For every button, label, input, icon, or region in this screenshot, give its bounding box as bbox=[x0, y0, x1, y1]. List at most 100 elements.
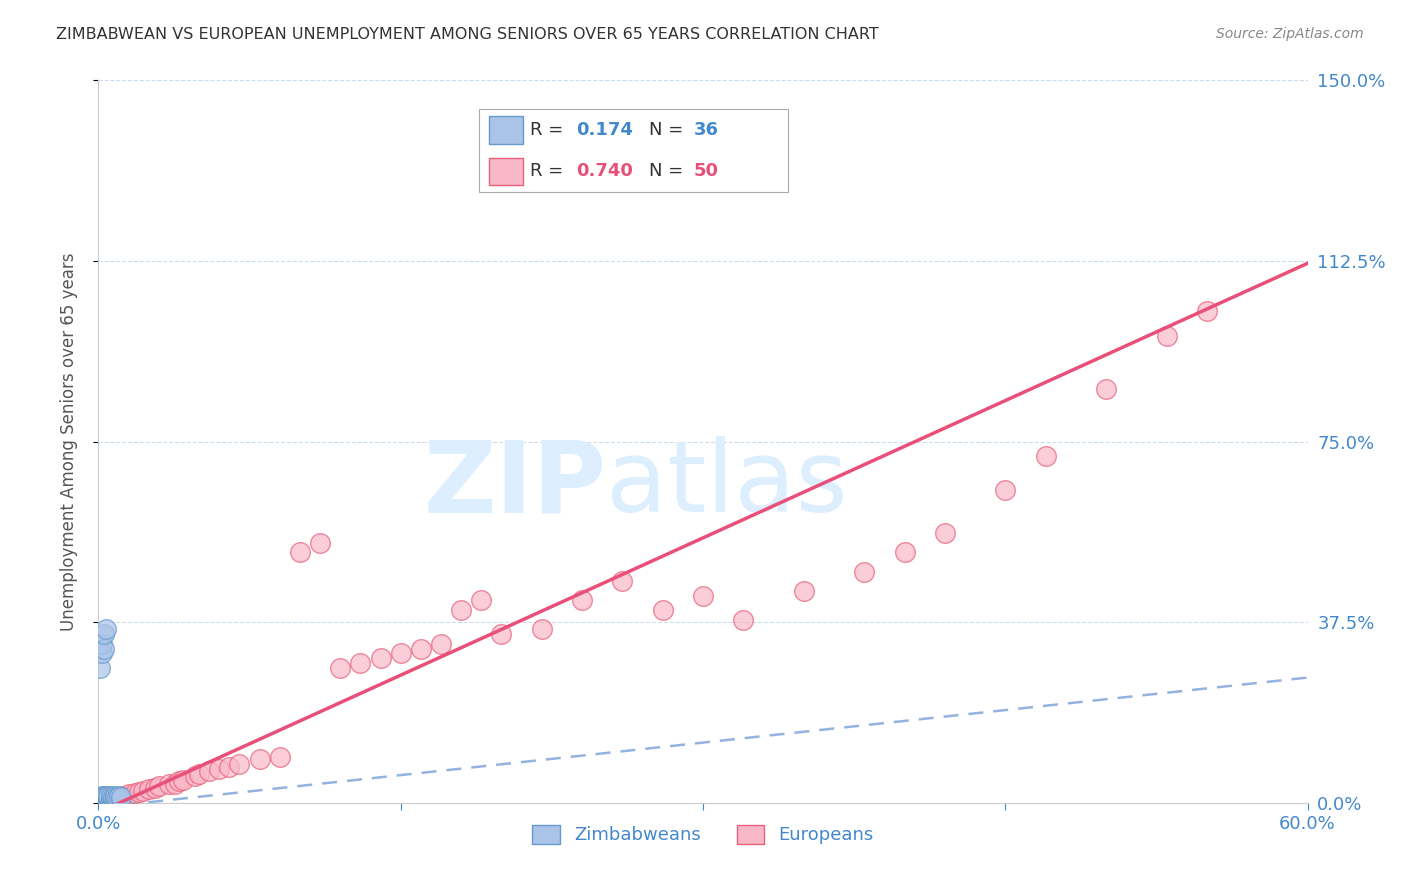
Point bbox=[530, 623, 553, 637]
Point bbox=[100, 789, 122, 803]
Text: Source: ZipAtlas.com: Source: ZipAtlas.com bbox=[1216, 27, 1364, 41]
Point bbox=[218, 760, 240, 774]
Point bbox=[571, 593, 593, 607]
Point bbox=[100, 793, 122, 807]
Point bbox=[450, 603, 472, 617]
FancyBboxPatch shape bbox=[479, 109, 787, 193]
Point bbox=[733, 613, 755, 627]
Point bbox=[470, 593, 492, 607]
Point bbox=[288, 545, 311, 559]
Point bbox=[91, 792, 114, 806]
Point bbox=[143, 781, 166, 796]
Point bbox=[118, 787, 141, 801]
Point bbox=[91, 637, 114, 651]
Point bbox=[148, 779, 170, 793]
Point bbox=[100, 791, 122, 805]
Point bbox=[409, 641, 432, 656]
Point bbox=[101, 790, 124, 805]
Text: R =: R = bbox=[530, 121, 569, 139]
Point bbox=[103, 791, 125, 805]
Text: R =: R = bbox=[530, 162, 569, 180]
Point bbox=[167, 774, 190, 789]
Point bbox=[89, 791, 111, 805]
Point bbox=[208, 762, 231, 776]
Point bbox=[93, 793, 115, 807]
Text: N =: N = bbox=[648, 121, 689, 139]
Point bbox=[430, 637, 453, 651]
Point bbox=[793, 583, 815, 598]
Point bbox=[96, 793, 118, 807]
Point bbox=[184, 769, 207, 783]
Point bbox=[97, 790, 120, 805]
Point bbox=[89, 792, 111, 806]
FancyBboxPatch shape bbox=[489, 117, 523, 144]
Point bbox=[103, 789, 125, 803]
Point bbox=[124, 786, 146, 800]
Point bbox=[370, 651, 392, 665]
Point bbox=[1095, 382, 1118, 396]
Point bbox=[93, 792, 115, 806]
Point bbox=[1195, 304, 1218, 318]
Point bbox=[157, 777, 180, 791]
Point bbox=[93, 791, 115, 805]
Text: atlas: atlas bbox=[606, 436, 848, 533]
Point bbox=[97, 792, 120, 806]
FancyBboxPatch shape bbox=[489, 158, 523, 185]
Point bbox=[309, 535, 332, 549]
Point bbox=[107, 790, 129, 805]
Point bbox=[96, 791, 118, 805]
Text: 50: 50 bbox=[693, 162, 718, 180]
Point bbox=[103, 791, 125, 805]
Point bbox=[96, 792, 118, 806]
Point bbox=[893, 545, 915, 559]
Text: ZIP: ZIP bbox=[423, 436, 606, 533]
Point bbox=[97, 789, 120, 803]
Point bbox=[93, 789, 115, 803]
Point bbox=[994, 483, 1017, 497]
Point bbox=[107, 789, 129, 803]
Point bbox=[91, 647, 114, 661]
Text: 0.740: 0.740 bbox=[576, 162, 633, 180]
Point bbox=[389, 647, 412, 661]
Point bbox=[692, 589, 714, 603]
Point bbox=[96, 623, 118, 637]
Point bbox=[89, 661, 111, 675]
Point bbox=[198, 764, 221, 779]
Point bbox=[93, 641, 115, 656]
Point bbox=[853, 565, 876, 579]
Y-axis label: Unemployment Among Seniors over 65 years: Unemployment Among Seniors over 65 years bbox=[59, 252, 77, 631]
Point bbox=[934, 526, 956, 541]
Text: 36: 36 bbox=[693, 121, 718, 139]
Point bbox=[269, 750, 291, 764]
Point bbox=[188, 767, 211, 781]
Point bbox=[97, 792, 120, 806]
Point bbox=[128, 785, 150, 799]
Point bbox=[249, 752, 271, 766]
Point bbox=[89, 793, 111, 807]
Point bbox=[349, 656, 371, 670]
Point bbox=[491, 627, 513, 641]
Point bbox=[105, 790, 128, 805]
Point bbox=[612, 574, 634, 589]
Legend: Zimbabweans, Europeans: Zimbabweans, Europeans bbox=[526, 818, 880, 852]
Point bbox=[172, 772, 194, 787]
Point bbox=[651, 603, 673, 617]
Point bbox=[93, 627, 115, 641]
Text: N =: N = bbox=[648, 162, 689, 180]
Point bbox=[91, 790, 114, 805]
Point bbox=[93, 790, 115, 805]
Point bbox=[228, 757, 250, 772]
Text: 0.174: 0.174 bbox=[576, 121, 633, 139]
Point bbox=[110, 790, 132, 805]
Point bbox=[91, 793, 114, 807]
Point bbox=[93, 793, 115, 807]
Point bbox=[96, 789, 118, 803]
Point bbox=[132, 784, 155, 798]
Point bbox=[163, 776, 186, 790]
Point bbox=[101, 792, 124, 806]
Point bbox=[329, 661, 352, 675]
Point bbox=[91, 789, 114, 803]
Point bbox=[138, 782, 160, 797]
Point bbox=[97, 793, 120, 807]
Text: ZIMBABWEAN VS EUROPEAN UNEMPLOYMENT AMONG SENIORS OVER 65 YEARS CORRELATION CHAR: ZIMBABWEAN VS EUROPEAN UNEMPLOYMENT AMON… bbox=[56, 27, 879, 42]
